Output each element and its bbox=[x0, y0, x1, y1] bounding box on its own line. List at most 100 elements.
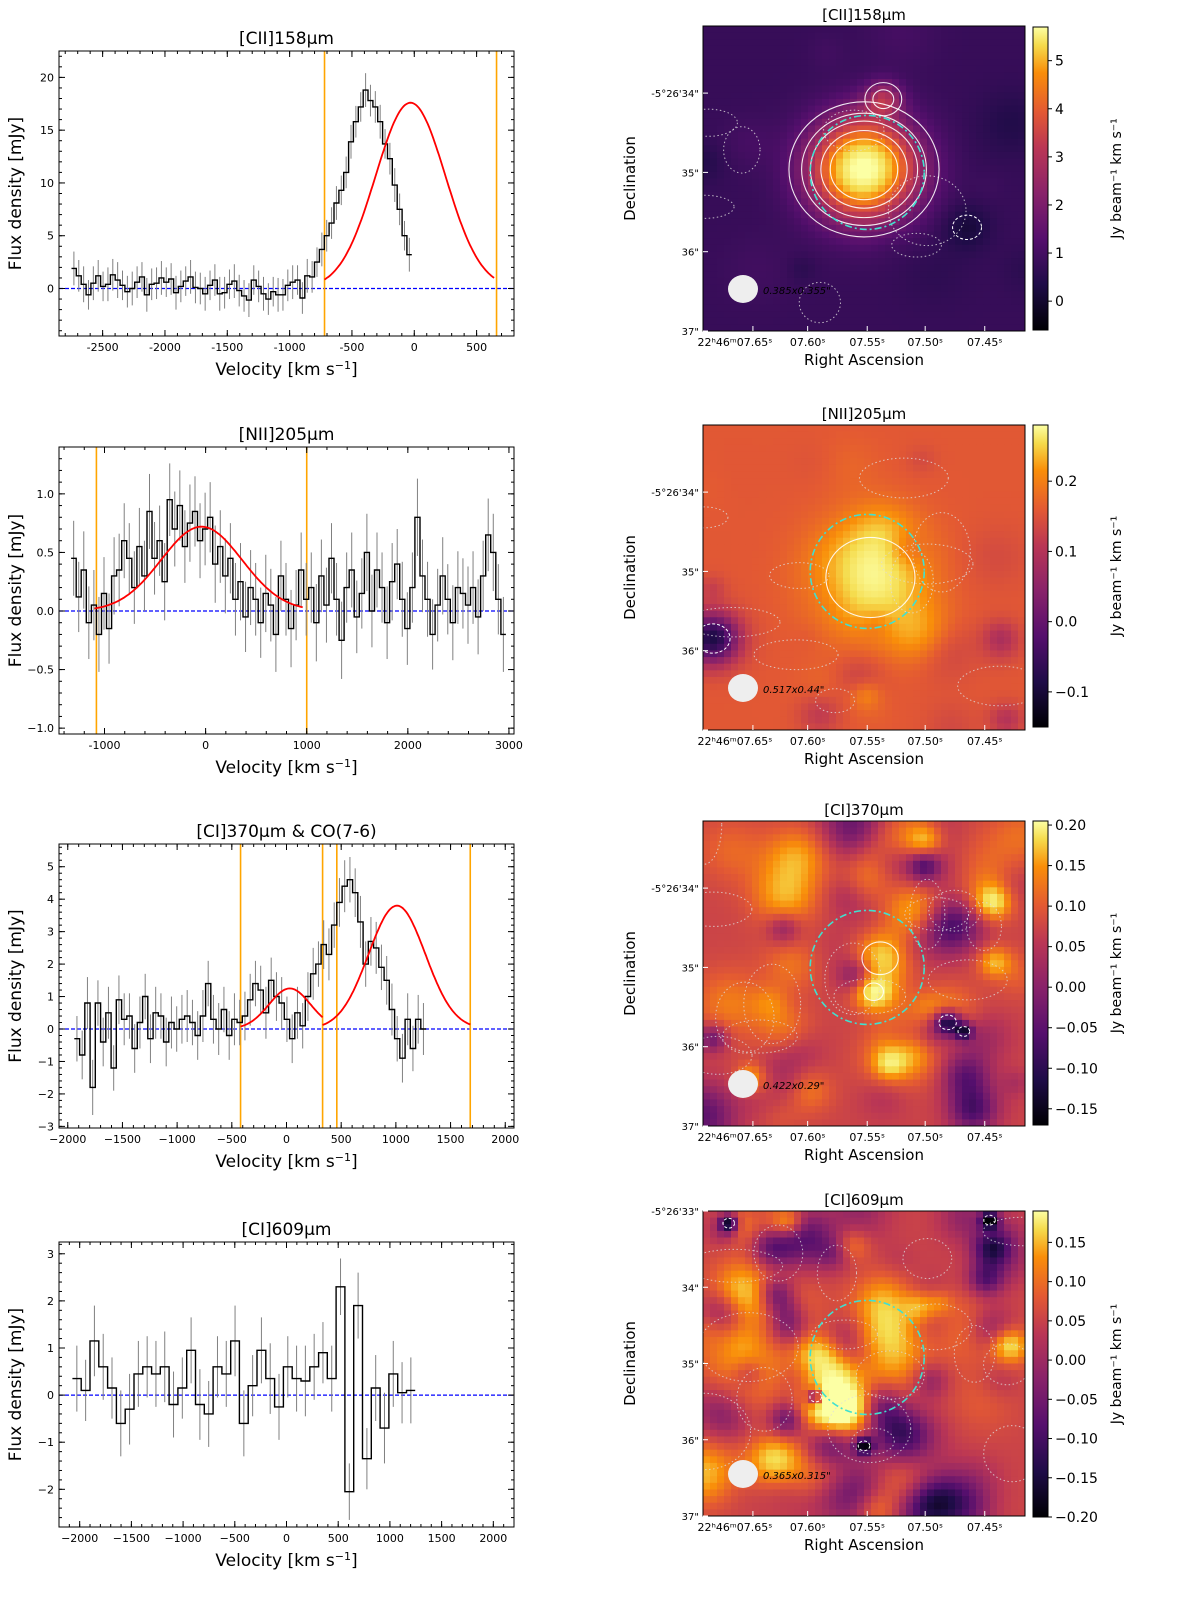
map-pixel bbox=[927, 458, 935, 466]
map-pixel bbox=[878, 72, 886, 80]
map-pixel bbox=[990, 497, 998, 506]
map-pixel bbox=[927, 72, 935, 80]
map-pixel bbox=[766, 211, 774, 219]
map-pixel bbox=[892, 517, 900, 526]
map-pixel bbox=[913, 451, 921, 459]
map-pixel bbox=[997, 224, 1005, 233]
map-pixel bbox=[1011, 151, 1019, 160]
map-pixel bbox=[745, 577, 753, 585]
map-pixel bbox=[766, 425, 774, 433]
map-pixel bbox=[983, 590, 991, 598]
map-pixel bbox=[759, 251, 767, 259]
map-pixel bbox=[759, 231, 767, 239]
map-pixel bbox=[948, 45, 956, 54]
map-pixel bbox=[983, 676, 991, 685]
map-pixel bbox=[703, 178, 711, 186]
map-pixel bbox=[969, 458, 977, 466]
map-pixel bbox=[794, 284, 802, 292]
map-pixel bbox=[766, 297, 774, 306]
map-pixel bbox=[752, 211, 760, 219]
map-pixel bbox=[780, 39, 788, 47]
map-pixel bbox=[766, 125, 774, 133]
map-pixel bbox=[899, 112, 907, 120]
map-pixel bbox=[787, 557, 795, 565]
map-pixel bbox=[738, 52, 746, 60]
map-pixel bbox=[787, 458, 795, 466]
map-pixel bbox=[934, 218, 942, 226]
map-pixel bbox=[752, 577, 760, 585]
map-pixel bbox=[934, 564, 942, 572]
map-pixel bbox=[983, 151, 991, 160]
map-pixel bbox=[752, 544, 760, 552]
map-pixel bbox=[871, 584, 879, 592]
map-pixel bbox=[990, 590, 998, 598]
map-pixel bbox=[850, 557, 858, 565]
map-pixel bbox=[955, 191, 963, 199]
map-pixel bbox=[878, 205, 886, 213]
map-pixel bbox=[843, 277, 851, 286]
map-pixel bbox=[745, 118, 753, 127]
map-pixel bbox=[983, 284, 991, 292]
map-pixel bbox=[822, 491, 830, 499]
map-pixel bbox=[990, 524, 998, 532]
map-pixel bbox=[969, 570, 977, 579]
map-pixel bbox=[724, 158, 732, 166]
map-pixel bbox=[857, 118, 865, 127]
map-pixel bbox=[927, 125, 935, 133]
map-pixel bbox=[976, 517, 984, 526]
map-pixel bbox=[892, 244, 900, 253]
map-pixel bbox=[850, 478, 858, 486]
map-pixel bbox=[801, 151, 809, 160]
map-pixel bbox=[983, 657, 991, 665]
map-pixel bbox=[913, 438, 921, 446]
map-pixel bbox=[801, 531, 809, 539]
map-pixel bbox=[1011, 277, 1019, 286]
map-pixel bbox=[759, 151, 767, 160]
map-pixel bbox=[717, 544, 725, 552]
map-pixel bbox=[710, 211, 718, 219]
map-pixel bbox=[864, 657, 872, 665]
map-pixel bbox=[892, 291, 900, 299]
map-pixel bbox=[710, 92, 718, 100]
map-pixel bbox=[857, 304, 865, 312]
map-pixel bbox=[864, 59, 872, 67]
map-pixel bbox=[920, 650, 928, 658]
map-pixel bbox=[836, 584, 844, 592]
colorbar-tick-label: 3 bbox=[1055, 150, 1064, 166]
map-pixel bbox=[808, 65, 816, 74]
map-pixel bbox=[843, 45, 851, 54]
map-pixel bbox=[703, 425, 711, 433]
map-pixel bbox=[892, 151, 900, 160]
map-pixel bbox=[752, 517, 760, 526]
map-pixel bbox=[780, 151, 788, 160]
map-pixel bbox=[927, 271, 935, 279]
map-pixel bbox=[836, 504, 844, 512]
map-pixel bbox=[717, 471, 725, 479]
map-pixel bbox=[822, 277, 830, 286]
map-pixel bbox=[731, 317, 739, 325]
map-pixel bbox=[885, 438, 893, 446]
map-pixel bbox=[878, 45, 886, 54]
map-pixel bbox=[745, 630, 753, 638]
map-pixel bbox=[801, 251, 809, 259]
map-pixel bbox=[745, 623, 753, 632]
map-pixel bbox=[962, 158, 970, 166]
map-pixel bbox=[941, 484, 949, 492]
map-pixel bbox=[990, 604, 998, 612]
map-pixel bbox=[983, 471, 991, 479]
map-pixel bbox=[913, 304, 921, 312]
map-pixel bbox=[1011, 264, 1019, 272]
map-pixel bbox=[920, 317, 928, 325]
map-pixel bbox=[794, 464, 802, 473]
map-pixel bbox=[794, 277, 802, 286]
map-pixel bbox=[794, 39, 802, 47]
map-pixel bbox=[927, 623, 935, 632]
map-pixel bbox=[885, 557, 893, 565]
map-pixel bbox=[745, 138, 753, 146]
map-pixel bbox=[738, 643, 746, 652]
map-pixel bbox=[822, 258, 830, 266]
map-pixel bbox=[850, 451, 858, 459]
map-pixel bbox=[878, 198, 886, 206]
map-pixel bbox=[703, 537, 711, 545]
map-pixel bbox=[801, 211, 809, 219]
